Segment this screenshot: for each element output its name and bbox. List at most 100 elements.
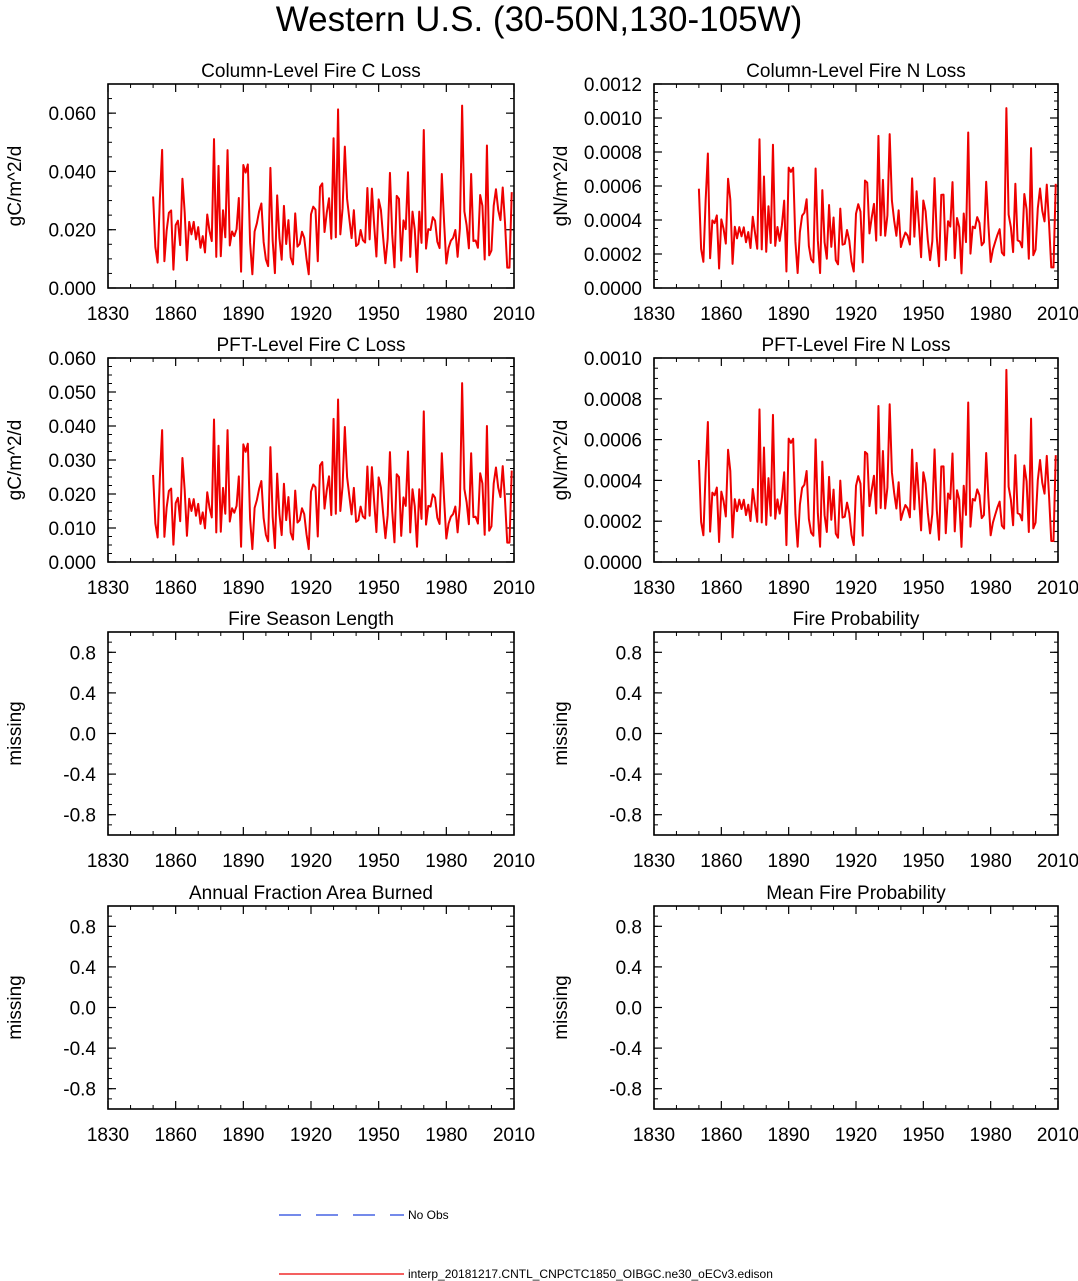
- plot-title: Column-Level Fire C Loss: [201, 61, 421, 82]
- y-axis-label: gC/m^2/d: [5, 146, 26, 227]
- x-tick-label: 1980: [970, 1125, 1012, 1146]
- y-axis-label: missing: [551, 701, 572, 765]
- x-tick-label: 1920: [835, 304, 877, 325]
- y-tick-label: 0.8: [70, 917, 96, 938]
- x-tick-label: 1950: [358, 1125, 400, 1146]
- y-tick-label: 0.000: [48, 553, 96, 574]
- x-tick-label: 1890: [222, 851, 264, 872]
- y-tick-label: 0.0002: [584, 512, 642, 533]
- y-tick-label: 0.040: [48, 417, 96, 438]
- plot-title: Column-Level Fire N Loss: [746, 61, 966, 82]
- x-tick-label: 2010: [1037, 851, 1078, 872]
- y-tick-label: 0.0: [616, 725, 642, 746]
- x-tick-label: 2010: [1037, 304, 1078, 325]
- x-tick-label: 1920: [290, 578, 332, 599]
- x-tick-label: 1920: [835, 578, 877, 599]
- y-tick-label: 0.0: [70, 999, 96, 1020]
- legend-obs-label: No Obs: [408, 1208, 449, 1222]
- y-tick-label: 0.4: [70, 684, 97, 705]
- x-tick-label: 1920: [835, 1125, 877, 1146]
- y-tick-label: -0.8: [609, 1080, 642, 1101]
- x-tick-label: 2010: [493, 578, 535, 599]
- y-tick-label: 0.0008: [584, 390, 642, 411]
- x-tick-label: 1890: [222, 304, 264, 325]
- y-tick-label: 0.0004: [584, 211, 643, 232]
- plot-3: PFT-Level Fire C Loss gC/m^2/d 1830 1860 189…: [5, 335, 535, 599]
- y-tick-label: 0.0004: [584, 471, 643, 492]
- legend-model-label: interp_20181217.CNTL_CNPCTC1850_OIBGC.ne…: [408, 1267, 773, 1281]
- y-tick-label: 0.0010: [584, 109, 642, 130]
- plot-frame: [653, 357, 1059, 563]
- x-tick-label: 1890: [768, 851, 810, 872]
- series-line: [152, 382, 513, 551]
- x-tick-label: 1980: [970, 578, 1012, 599]
- plot-title: PFT-Level Fire N Loss: [762, 335, 951, 356]
- y-tick-label: -0.4: [63, 765, 96, 786]
- x-tick-label: 1920: [835, 851, 877, 872]
- y-tick-label: 0.010: [48, 519, 96, 540]
- x-tick-label: 1860: [155, 1125, 197, 1146]
- plot-4: PFT-Level Fire N Loss gN/m^2/d 1830 1860 189…: [551, 335, 1078, 599]
- x-tick-label: 1860: [700, 1125, 742, 1146]
- plot-2: Column-Level Fire N Loss gN/m^2/d 1830 1860…: [551, 61, 1078, 325]
- plot-frame: [653, 83, 1059, 289]
- y-tick-label: 0.040: [48, 162, 96, 183]
- legend: No Obs interp_20181217.CNTL_CNPCTC1850_OI…: [279, 1208, 773, 1281]
- plot-7: Annual Fraction Area Burned missing 1830 18…: [5, 883, 535, 1146]
- x-tick-label: 1830: [87, 578, 129, 599]
- y-tick-label: -0.4: [63, 1039, 96, 1060]
- y-tick-label: -0.8: [63, 806, 96, 827]
- plot-frame: [653, 905, 1059, 1110]
- x-tick-label: 2010: [493, 851, 535, 872]
- plot-8: Mean Fire Probability missing 1830 1860 1890…: [551, 883, 1078, 1146]
- x-tick-label: 1830: [87, 1125, 129, 1146]
- y-tick-label: 0.050: [48, 383, 96, 404]
- y-tick-label: 0.4: [616, 958, 643, 979]
- x-tick-label: 1830: [87, 304, 129, 325]
- y-tick-label: 0.060: [48, 349, 96, 370]
- y-tick-label: 0.000: [48, 279, 96, 300]
- x-tick-label: 1860: [700, 851, 742, 872]
- x-tick-label: 1860: [155, 304, 197, 325]
- x-tick-label: 1950: [902, 304, 944, 325]
- x-tick-label: 1830: [633, 851, 675, 872]
- x-tick-label: 2010: [493, 304, 535, 325]
- plot-title: Fire Probability: [793, 609, 920, 630]
- x-tick-label: 1860: [155, 578, 197, 599]
- plot-title: Annual Fraction Area Burned: [189, 883, 433, 904]
- x-tick-label: 1830: [633, 578, 675, 599]
- x-tick-label: 1920: [290, 851, 332, 872]
- x-tick-label: 2010: [1037, 578, 1078, 599]
- y-tick-label: -0.8: [63, 1080, 96, 1101]
- y-tick-label: 0.8: [70, 643, 96, 664]
- x-tick-label: 1950: [902, 1125, 944, 1146]
- y-tick-label: 0.4: [70, 958, 97, 979]
- plot-frame: [107, 83, 515, 289]
- x-tick-label: 1890: [768, 578, 810, 599]
- x-tick-label: 1980: [425, 578, 467, 599]
- x-tick-label: 2010: [493, 1125, 535, 1146]
- plot-frame: [107, 631, 515, 836]
- y-tick-label: 0.8: [616, 643, 642, 664]
- y-tick-label: 0.020: [48, 221, 96, 242]
- x-tick-label: 2010: [1037, 1125, 1078, 1146]
- plot-title: PFT-Level Fire C Loss: [217, 335, 406, 356]
- x-tick-label: 1920: [290, 1125, 332, 1146]
- x-tick-label: 1860: [700, 578, 742, 599]
- plot-5: Fire Season Length missing 1830 1860 1890 192…: [5, 609, 535, 872]
- x-tick-label: 1920: [290, 304, 332, 325]
- x-tick-label: 1980: [425, 1125, 467, 1146]
- y-tick-label: 0.0: [70, 725, 96, 746]
- x-tick-label: 1890: [768, 304, 810, 325]
- y-tick-label: 0.060: [48, 104, 96, 125]
- y-tick-label: 0.0012: [584, 75, 642, 96]
- y-tick-label: 0.0000: [584, 553, 642, 574]
- y-tick-label: 0.0008: [584, 143, 642, 164]
- x-tick-label: 1980: [425, 304, 467, 325]
- y-tick-label: 0.0000: [584, 279, 642, 300]
- series-line: [152, 104, 513, 276]
- plot-frame: [653, 631, 1059, 836]
- y-tick-label: 0.020: [48, 485, 96, 506]
- series-line: [697, 368, 1057, 548]
